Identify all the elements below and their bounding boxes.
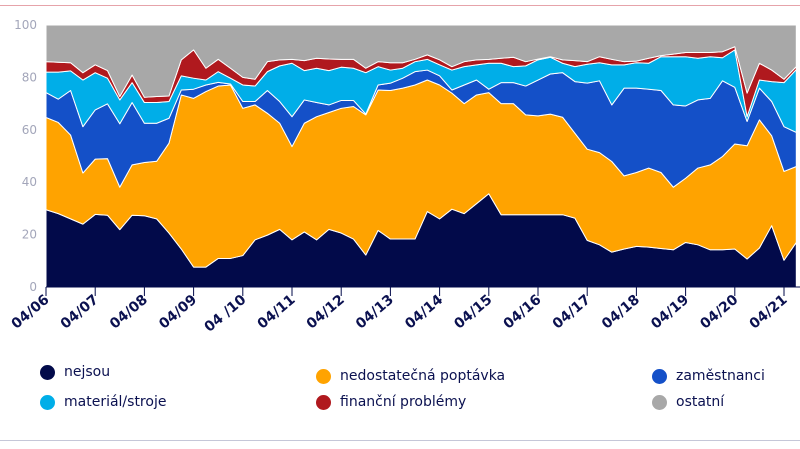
x-tick-label: 04/17: [550, 292, 594, 333]
x-tick-label: 04/07: [58, 292, 102, 333]
x-tick-label: 04/13: [353, 292, 397, 333]
legend-label: nejsou: [64, 364, 111, 380]
x-tick-label: 04/15: [451, 292, 495, 333]
areas: [46, 25, 797, 287]
x-tick-label: 04/14: [402, 292, 446, 333]
y-tick-label: 0: [29, 280, 37, 294]
legend: nejsou nedostatečná poptávka zaměstnanci…: [0, 358, 800, 418]
x-tick-label: 04/20: [697, 292, 741, 333]
legend-swatch-ostatni: [652, 394, 667, 410]
legend-label: materiál/stroje: [64, 394, 167, 410]
x-tick-label: 04/11: [255, 292, 299, 333]
y-tick-label: 100: [14, 18, 37, 32]
x-tick-label: 04/06: [9, 292, 53, 333]
x-tick-label: 04/09: [156, 292, 200, 333]
y-axis: 0 20 40 60 80 100: [14, 18, 37, 294]
y-tick-label: 60: [22, 123, 37, 137]
x-tick-label: 04/16: [501, 292, 545, 333]
y-tick-label: 20: [22, 228, 37, 242]
x-axis: 04/06 04/07 04/08 04/09 04 /10 04/11 04/12 04/1…: [9, 286, 800, 336]
x-tick-label: 04/19: [648, 292, 692, 333]
x-tick-label: 04/12: [304, 292, 348, 333]
legend-label: ostatní: [676, 394, 725, 410]
legend-item-poptavka: nedostatečná poptávka: [316, 368, 505, 384]
bottom-divider: [0, 440, 800, 441]
legend-label: nedostatečná poptávka: [340, 368, 506, 384]
legend-item-zamestnanci: zaměstnanci: [652, 368, 765, 384]
legend-label: zaměstnanci: [676, 368, 765, 384]
legend-swatch-financni: [316, 394, 331, 410]
legend-swatch-zamestnanci: [652, 368, 667, 384]
x-tick-label: 04/18: [599, 292, 643, 333]
legend-item-ostatni: ostatní: [652, 394, 724, 410]
legend-item-nejsou: nejsou: [40, 364, 110, 380]
y-tick-label: 80: [22, 70, 37, 84]
legend-label: finanční problémy: [340, 394, 467, 410]
legend-swatch-material: [40, 394, 55, 410]
top-divider: [0, 5, 800, 6]
y-tick-label: 40: [22, 175, 37, 189]
x-tick-label: 04/08: [107, 292, 151, 333]
legend-item-material: materiál/stroje: [40, 394, 166, 410]
x-tick-label: 04 /10: [202, 292, 250, 336]
x-tick-label: 04/21: [747, 292, 791, 333]
legend-item-financni: finanční problémy: [316, 394, 466, 410]
legend-swatch-nejsou: [40, 364, 55, 380]
legend-swatch-poptavka: [316, 368, 331, 384]
area-5: [46, 25, 797, 98]
